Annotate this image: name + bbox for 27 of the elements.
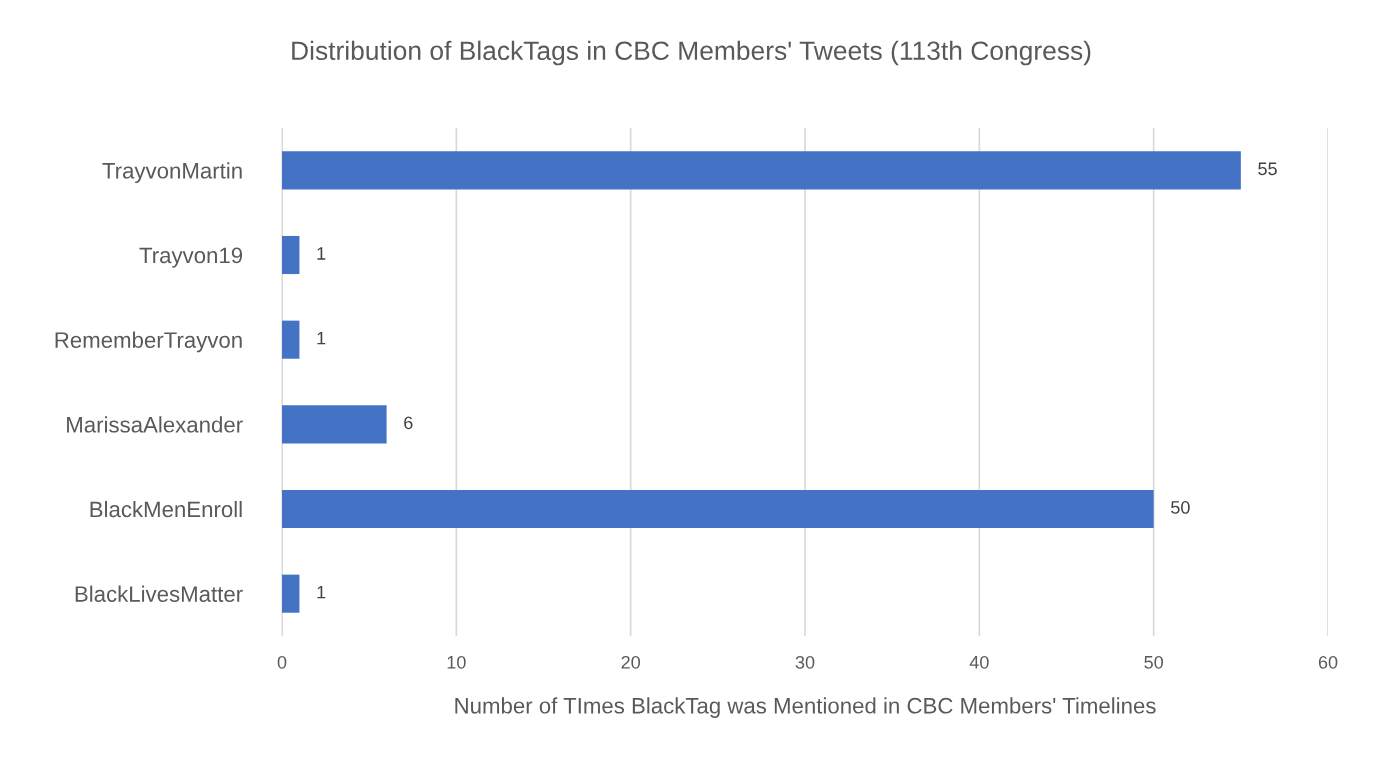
data-label: 1: [317, 585, 326, 599]
y-tick-label: Trayvon19: [139, 247, 243, 268]
data-label: 6: [404, 416, 413, 430]
bar: [282, 405, 387, 444]
y-tick-label: MarissaAlexander: [67, 416, 243, 433]
bar: [282, 489, 1154, 529]
x-tick-label: 50: [1144, 655, 1163, 669]
y-tick-label: BlackMenEnroll: [90, 500, 242, 518]
data-label: 1: [317, 247, 326, 260]
bar: [282, 574, 300, 613]
y-tick-label: TrayvonMartin: [102, 162, 242, 183]
data-label: 50: [1171, 501, 1190, 514]
x-tick-label: 30: [795, 655, 815, 669]
bar: [282, 320, 300, 359]
y-tick-label: BlackLivesMatter: [75, 585, 243, 602]
x-tick-label: 60: [1318, 655, 1338, 669]
x-tick-label: 0: [277, 655, 287, 669]
data-label: 1: [317, 331, 326, 345]
x-tick-label: 10: [447, 655, 466, 669]
bar: [282, 235, 300, 275]
x-tick-label: 40: [969, 655, 989, 669]
y-tick-label: RememberTrayvon: [55, 331, 242, 353]
x-axis-title: Number of TImes BlackTag was Mentioned in CBC Members' Timelines: [455, 697, 1156, 718]
bar: [282, 151, 1241, 190]
chart-title: Distribution of BlackTags in CBC Members' Tweets (113th Congress): [292, 40, 1091, 66]
x-tick-label: 20: [621, 655, 640, 669]
data-label: 55: [1258, 162, 1277, 176]
